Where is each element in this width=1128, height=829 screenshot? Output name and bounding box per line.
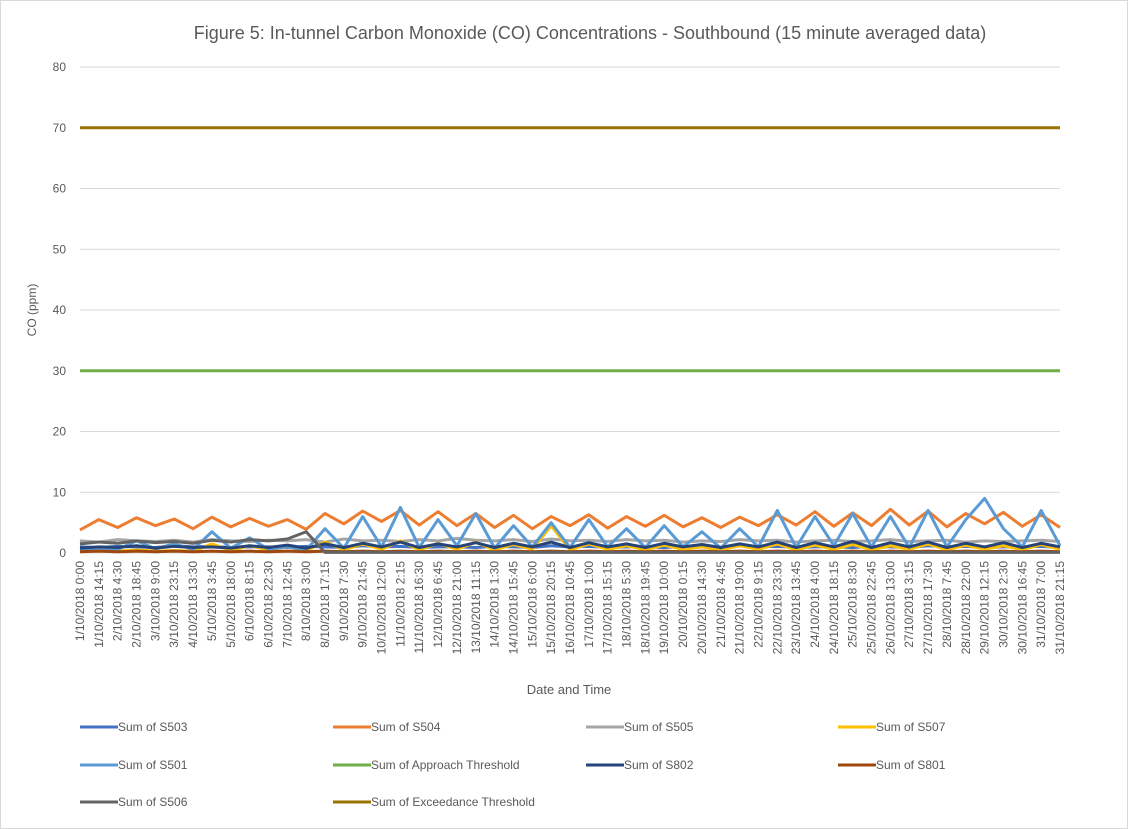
- x-tick-label: 19/10/2018 10:00: [657, 561, 671, 655]
- legend-label: Sum of Exceedance Threshold: [371, 795, 535, 809]
- x-tick-label: 25/10/2018 22:45: [865, 561, 879, 655]
- x-tick-label: 14/10/2018 1:30: [488, 561, 502, 648]
- x-tick-label: 20/10/2018 14:30: [695, 561, 709, 655]
- legend-label: Sum of S501: [118, 758, 188, 772]
- x-tick-label: 1/10/2018 0:00: [73, 561, 87, 641]
- x-tick-label: 12/10/2018 6:45: [431, 561, 445, 648]
- x-tick-label: 21/10/2018 4:45: [714, 561, 728, 648]
- x-tick-label: 3/10/2018 23:15: [167, 561, 181, 648]
- x-tick-label: 16/10/2018 10:45: [563, 561, 577, 655]
- legend-label: Sum of S801: [876, 758, 946, 772]
- y-tick-label: 80: [53, 60, 67, 74]
- x-tick-label: 24/10/2018 4:00: [808, 561, 822, 648]
- x-tick-label: 30/10/2018 16:45: [1015, 561, 1029, 655]
- legend-label: Sum of S802: [624, 758, 694, 772]
- x-tick-label: 13/10/2018 11:15: [469, 561, 483, 654]
- legend-label: Sum of Approach Threshold: [371, 758, 520, 772]
- x-tick-label: 8/10/2018 17:15: [318, 561, 332, 648]
- x-tick-label: 15/10/2018 20:15: [544, 561, 558, 655]
- x-tick-label: 31/10/2018 7:00: [1034, 561, 1048, 648]
- y-tick-label: 20: [53, 425, 67, 439]
- x-tick-label: 7/10/2018 12:45: [280, 561, 294, 648]
- x-tick-label: 31/10/2018 21:15: [1053, 561, 1067, 655]
- x-tick-label: 28/10/2018 7:45: [940, 561, 954, 648]
- x-tick-label: 8/10/2018 3:00: [299, 561, 313, 641]
- x-tick-label: 12/10/2018 21:00: [450, 561, 464, 655]
- series-line: [79, 539, 1061, 550]
- legend-label: Sum of S507: [876, 720, 946, 734]
- y-tick-label: 60: [53, 182, 67, 196]
- x-tick-label: 21/10/2018 19:00: [733, 561, 747, 655]
- x-tick-label: 2/10/2018 18:45: [130, 561, 144, 648]
- x-tick-label: 5/10/2018 3:45: [205, 561, 219, 641]
- legend-label: Sum of S506: [118, 795, 188, 809]
- x-tick-label: 18/10/2018 5:30: [620, 561, 634, 648]
- series-line: [79, 507, 1061, 532]
- y-tick-label: 70: [53, 121, 67, 135]
- x-tick-label: 27/10/2018 3:15: [902, 561, 916, 648]
- series-line: [79, 530, 1060, 554]
- x-tick-label: 17/10/2018 1:00: [582, 561, 596, 648]
- x-tick-label: 6/10/2018 22:30: [261, 561, 275, 648]
- x-tick-label: 11/10/2018 16:30: [412, 561, 426, 654]
- x-tick-label: 24/10/2018 18:15: [827, 561, 841, 655]
- x-tick-label: 17/10/2018 15:15: [601, 561, 615, 655]
- chart-title: Figure 5: In-tunnel Carbon Monoxide (CO)…: [193, 23, 987, 43]
- x-tick-label: 15/10/2018 6:00: [525, 561, 539, 648]
- x-tick-label: 22/10/2018 23:30: [770, 561, 784, 655]
- x-tick-label: 4/10/2018 13:30: [186, 561, 200, 648]
- y-tick-label: 50: [53, 242, 67, 256]
- y-axis-label: CO (ppm): [25, 284, 39, 337]
- x-tick-label: 2/10/2018 4:30: [111, 561, 125, 641]
- x-axis-label: Date and Time: [527, 682, 612, 697]
- x-tick-label: 25/10/2018 8:30: [846, 561, 860, 648]
- x-tick-label: 29/10/2018 12:15: [978, 561, 992, 655]
- x-tick-label: 23/10/2018 13:45: [789, 561, 803, 655]
- legend-label: Sum of S503: [118, 720, 188, 734]
- x-tick-label: 9/10/2018 7:30: [337, 561, 351, 641]
- x-tick-label: 6/10/2018 8:15: [243, 561, 257, 641]
- y-tick-label: 30: [53, 364, 67, 378]
- x-tick-label: 26/10/2018 13:00: [883, 561, 897, 655]
- x-tick-label: 5/10/2018 18:00: [224, 561, 238, 648]
- x-tick-label: 10/10/2018 12:00: [375, 561, 389, 655]
- x-tick-label: 14/10/2018 15:45: [506, 561, 520, 655]
- x-tick-label: 18/10/2018 19:45: [638, 561, 652, 655]
- x-tick-label: 27/10/2018 17:30: [921, 561, 935, 655]
- y-tick-label: 40: [53, 303, 67, 317]
- x-tick-label: 11/10/2018 2:15: [393, 561, 407, 647]
- y-tick-label: 0: [59, 546, 66, 560]
- x-tick-label: 20/10/2018 0:15: [676, 561, 690, 648]
- x-tick-label: 9/10/2018 21:45: [356, 561, 370, 648]
- x-tick-label: 22/10/2018 9:15: [751, 561, 765, 648]
- x-tick-label: 1/10/2018 14:15: [92, 561, 106, 648]
- legend-label: Sum of S505: [624, 720, 694, 734]
- x-tick-label: 28/10/2018 22:00: [959, 561, 973, 655]
- y-tick-label: 10: [53, 485, 67, 499]
- x-tick-label: 3/10/2018 9:00: [148, 561, 162, 641]
- x-tick-label: 30/10/2018 2:30: [996, 561, 1010, 648]
- legend-label: Sum of S504: [371, 720, 441, 734]
